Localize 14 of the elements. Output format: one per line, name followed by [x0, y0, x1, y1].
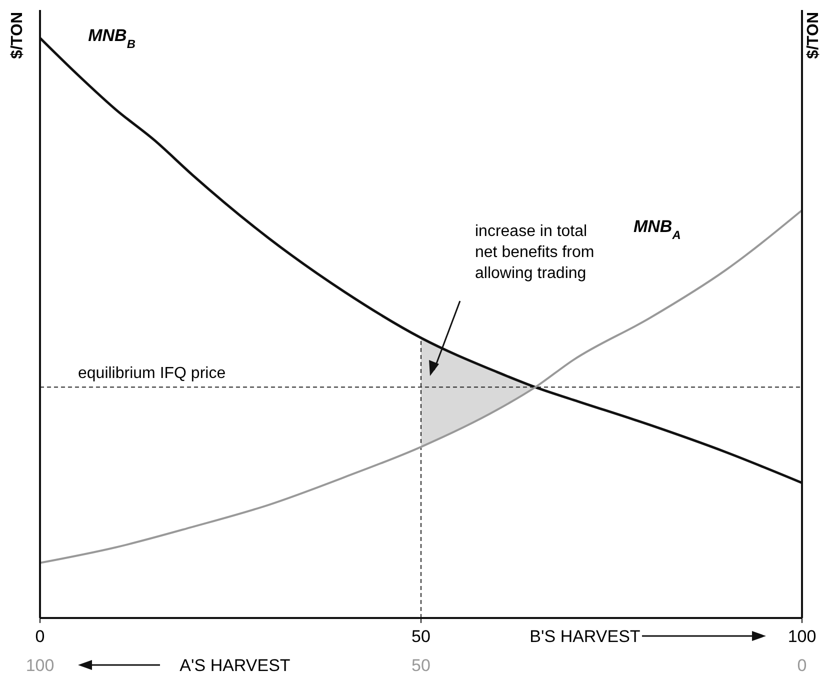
x-tick-label: 50 [412, 627, 430, 646]
x-tick-label: 100 [788, 627, 816, 646]
x2-axis-title: A'S HARVEST [180, 656, 290, 675]
series-label: MNB$_{B}$ [88, 26, 136, 52]
text: MNB$_{A}$ [633, 217, 681, 242]
x2-tick-label: 50 [412, 656, 430, 675]
ref-line-label: equilibrium IFQ price [78, 365, 226, 382]
y-axis-title: $/TON [9, 12, 26, 59]
x2-tick-label: 100 [26, 656, 54, 675]
annotation: increase in total net benefits from allowing trading [475, 223, 594, 282]
x-tick-label: 0 [35, 627, 45, 646]
x-axis-title: B'S HARVEST [530, 627, 640, 646]
x2-tick-label: 0 [797, 656, 807, 675]
y2-axis-title: $/TON [805, 12, 822, 59]
